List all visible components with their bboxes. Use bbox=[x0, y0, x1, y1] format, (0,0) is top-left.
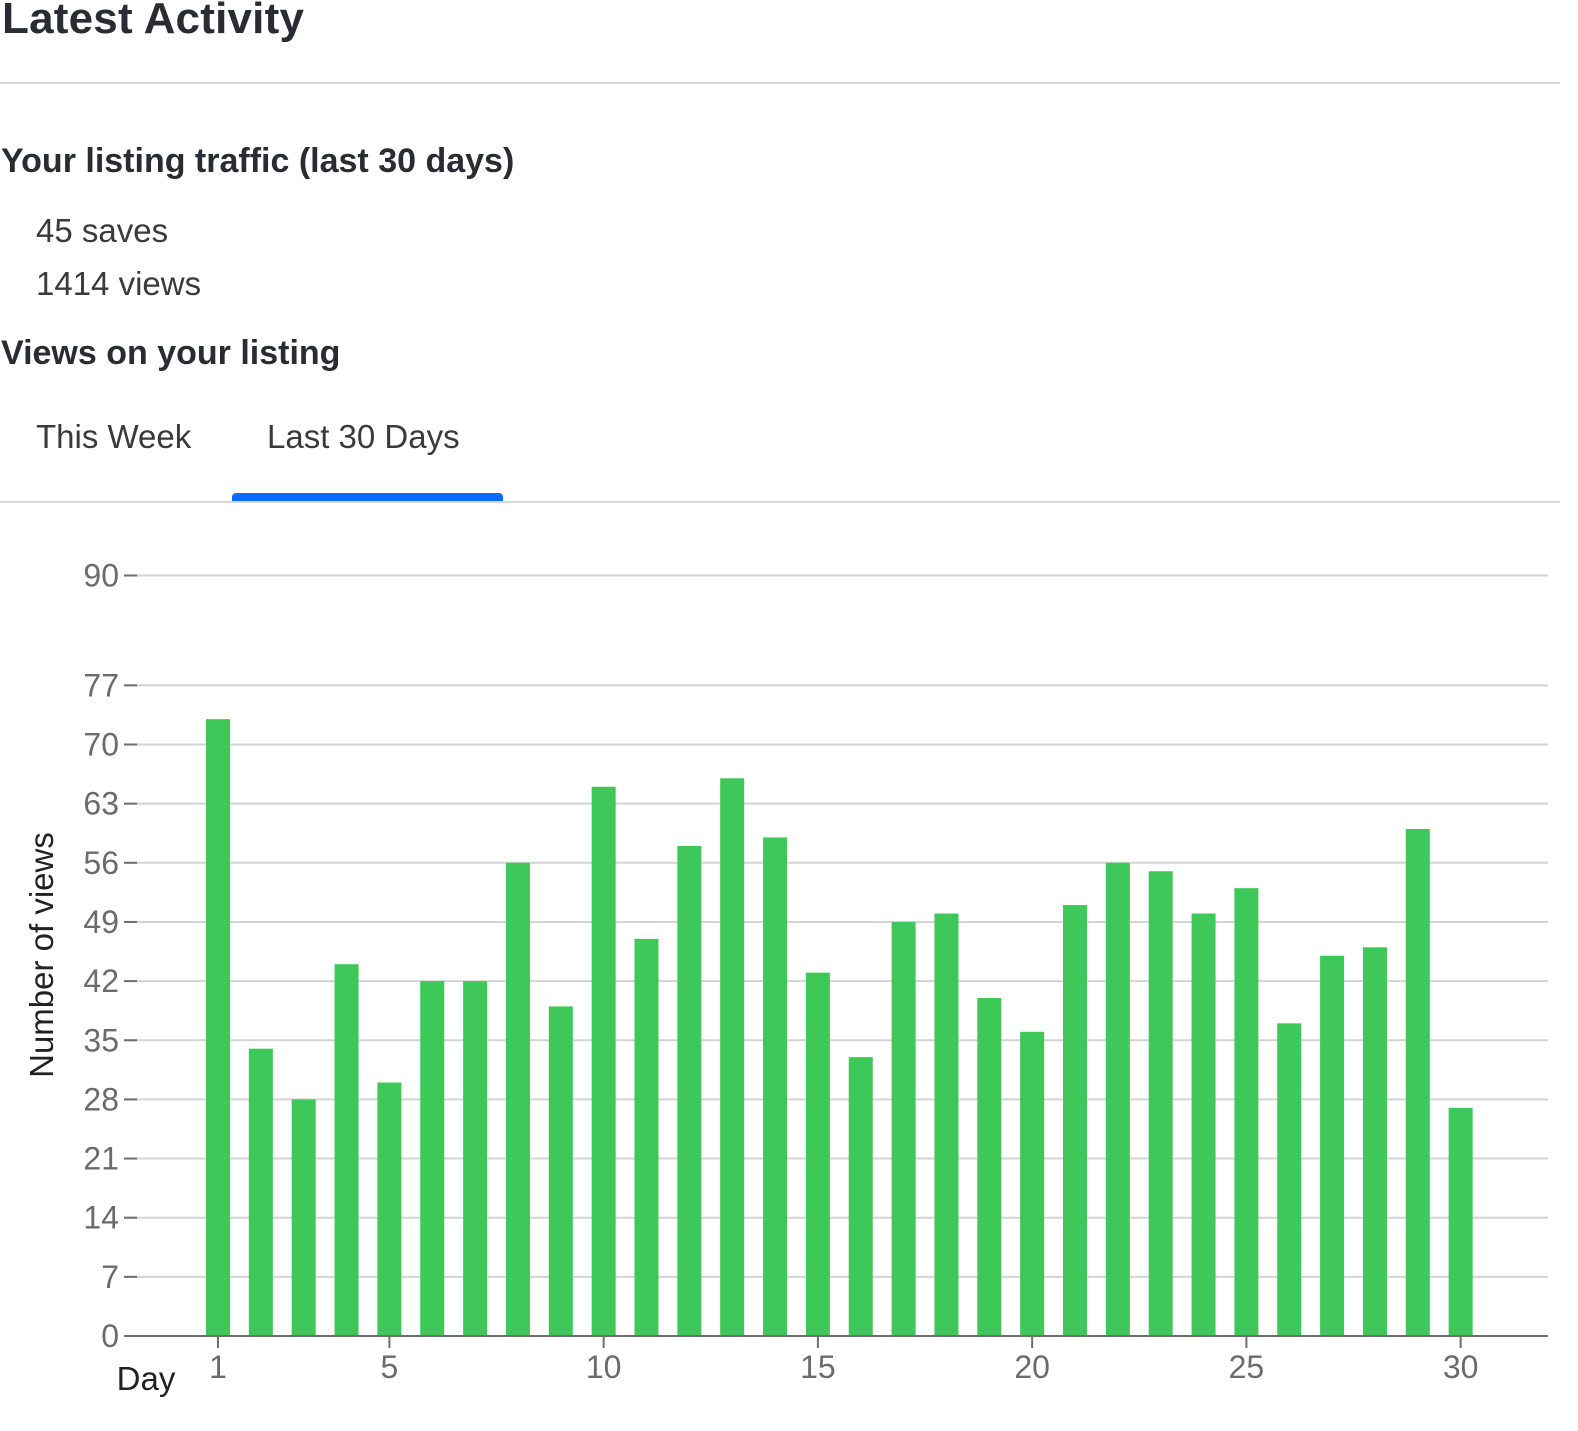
traffic-section-title: Your listing traffic (last 30 days) bbox=[1, 142, 515, 180]
bar-day-22 bbox=[1105, 862, 1130, 1336]
x-tick-label: 10 bbox=[586, 1349, 622, 1385]
saves-count: 45 saves bbox=[36, 212, 169, 249]
chart-bars bbox=[206, 719, 1473, 1336]
tab-active-indicator bbox=[232, 493, 503, 501]
y-tick-label: 21 bbox=[83, 1141, 119, 1177]
y-tick-label: 7 bbox=[101, 1259, 119, 1295]
bar-day-5 bbox=[377, 1082, 402, 1336]
y-tick-label: 70 bbox=[83, 727, 119, 763]
bar-day-21 bbox=[1063, 905, 1087, 1336]
bar-day-25 bbox=[1234, 888, 1259, 1336]
x-axis-title: Day bbox=[117, 1360, 176, 1397]
y-tick-label: 63 bbox=[83, 786, 119, 822]
y-tick-label: 28 bbox=[83, 1081, 119, 1117]
bar-day-13 bbox=[720, 778, 745, 1336]
bar-day-27 bbox=[1320, 955, 1345, 1336]
bar-day-7 bbox=[463, 981, 488, 1336]
y-tick-label: 49 bbox=[83, 904, 119, 940]
views-section-title: Views on your listing bbox=[1, 334, 341, 372]
chart-gridlines bbox=[124, 574, 1548, 1278]
x-tick-label: 20 bbox=[1014, 1349, 1050, 1385]
x-tick-label: 15 bbox=[800, 1349, 836, 1385]
bar-day-11 bbox=[634, 938, 659, 1336]
y-tick-label: 14 bbox=[83, 1200, 119, 1236]
bar-day-19 bbox=[977, 998, 1002, 1336]
bar-day-17 bbox=[891, 921, 916, 1336]
bar-day-3 bbox=[291, 1099, 316, 1336]
bar-day-20 bbox=[1020, 1031, 1045, 1336]
bar-day-10 bbox=[591, 786, 616, 1336]
bar-day-23 bbox=[1148, 871, 1173, 1336]
y-tick-label: 56 bbox=[83, 845, 119, 881]
bar-day-2 bbox=[248, 1048, 273, 1336]
bar-day-8 bbox=[505, 862, 530, 1336]
page-title: Latest Activity bbox=[2, 0, 305, 43]
bar-day-12 bbox=[677, 845, 702, 1336]
bar-day-14 bbox=[763, 837, 788, 1336]
y-tick-label: 35 bbox=[83, 1022, 119, 1058]
bar-day-16 bbox=[848, 1057, 873, 1336]
bar-day-30 bbox=[1448, 1107, 1473, 1336]
bar-day-1 bbox=[206, 719, 230, 1336]
y-tick-label: 0 bbox=[101, 1318, 119, 1354]
bar-day-29 bbox=[1405, 829, 1430, 1336]
tab-last-30-days[interactable]: Last 30 Days bbox=[267, 418, 460, 455]
y-tick-label: 42 bbox=[83, 963, 119, 999]
y-axis-title: Number of views bbox=[23, 832, 60, 1078]
bar-day-28 bbox=[1362, 947, 1387, 1336]
x-tick-label: 30 bbox=[1443, 1349, 1479, 1385]
header-divider bbox=[0, 82, 1560, 84]
bar-day-4 bbox=[334, 964, 359, 1336]
x-tick-label: 1 bbox=[209, 1349, 227, 1385]
x-tick-label: 25 bbox=[1229, 1349, 1265, 1385]
bar-day-15 bbox=[805, 972, 830, 1336]
tab-this-week[interactable]: This Week bbox=[36, 418, 192, 455]
bar-day-18 bbox=[934, 913, 959, 1336]
x-tick-label: 5 bbox=[381, 1349, 399, 1385]
bar-day-26 bbox=[1277, 1023, 1302, 1336]
views-count: 1414 views bbox=[36, 265, 202, 302]
y-tick-label: 77 bbox=[83, 667, 119, 703]
bar-day-24 bbox=[1191, 913, 1216, 1336]
tabs-divider bbox=[0, 501, 1560, 503]
y-tick-label: 90 bbox=[83, 558, 119, 594]
bar-day-6 bbox=[420, 981, 445, 1336]
bar-day-9 bbox=[548, 1006, 573, 1336]
